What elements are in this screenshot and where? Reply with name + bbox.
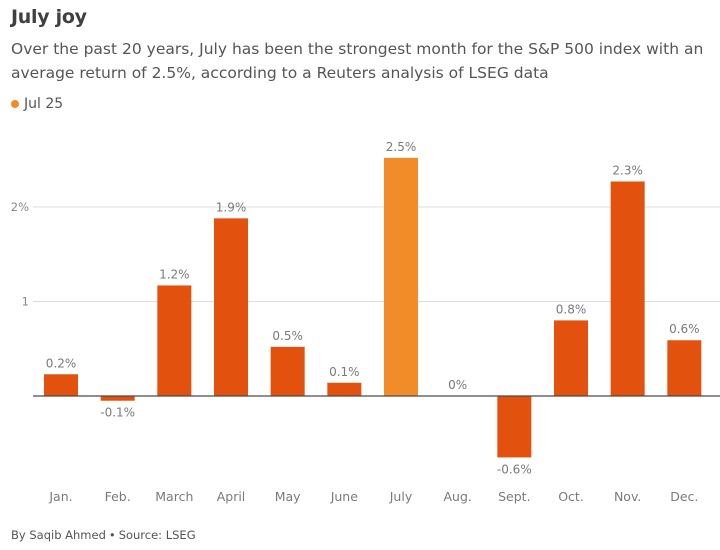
chart-subtitle: Over the past 20 years, July has been th… — [11, 40, 704, 82]
x-tick-label: July — [389, 489, 413, 504]
bar — [327, 382, 362, 396]
y-tick-label: 2% — [11, 200, 29, 214]
legend-label: Jul 25 — [24, 96, 64, 112]
data-label: 2.3% — [612, 163, 643, 177]
bar — [554, 320, 588, 396]
x-tick-label: Oct. — [558, 489, 584, 504]
x-tick-label: March — [155, 489, 193, 504]
chart-title: July joy — [11, 6, 87, 28]
footer: By Saqib Ahmed • Source: LSEG — [11, 528, 196, 542]
x-tick-label: April — [217, 489, 246, 504]
bar — [214, 218, 248, 396]
x-tick-label: Sept. — [498, 489, 530, 504]
data-label: 2.5% — [386, 140, 417, 154]
x-tick-label: Nov. — [614, 489, 641, 504]
bar-chart: 1 2% 0.2% Jan. -0.1% Feb. 1.2% March 1.9% April 0.… — [11, 140, 720, 504]
legend: Jul 25 — [11, 96, 63, 112]
legend-swatch — [11, 100, 19, 108]
footer-separator: • — [108, 528, 116, 542]
x-tick-label: May — [275, 489, 301, 504]
bar — [44, 374, 78, 396]
x-tick-label: Aug. — [443, 489, 471, 504]
bar — [497, 396, 532, 458]
bar — [667, 340, 702, 396]
data-label: 0.6% — [669, 322, 700, 336]
x-tick-label: Dec. — [670, 489, 698, 504]
data-label: 0% — [448, 378, 467, 392]
x-tick-label: Jan. — [48, 489, 72, 504]
data-label: -0.1% — [100, 406, 135, 420]
bar — [610, 181, 645, 396]
data-label: 1.9% — [216, 200, 247, 214]
x-tick-label: June — [330, 489, 359, 504]
bar — [157, 285, 192, 396]
x-tick-label: Feb. — [105, 489, 131, 504]
data-label: 0.8% — [556, 302, 587, 316]
data-label: -0.6% — [497, 462, 532, 476]
bar — [270, 346, 305, 396]
data-label: 0.5% — [272, 329, 303, 343]
bar — [100, 396, 135, 401]
y-tick-label: 1 — [22, 295, 29, 309]
source-note: Source: LSEG — [118, 528, 196, 542]
data-label: 0.1% — [329, 365, 360, 379]
data-label: 1.2% — [159, 267, 190, 281]
data-label: 0.2% — [46, 356, 77, 370]
byline: By Saqib Ahmed — [11, 528, 106, 542]
bar — [384, 157, 418, 396]
